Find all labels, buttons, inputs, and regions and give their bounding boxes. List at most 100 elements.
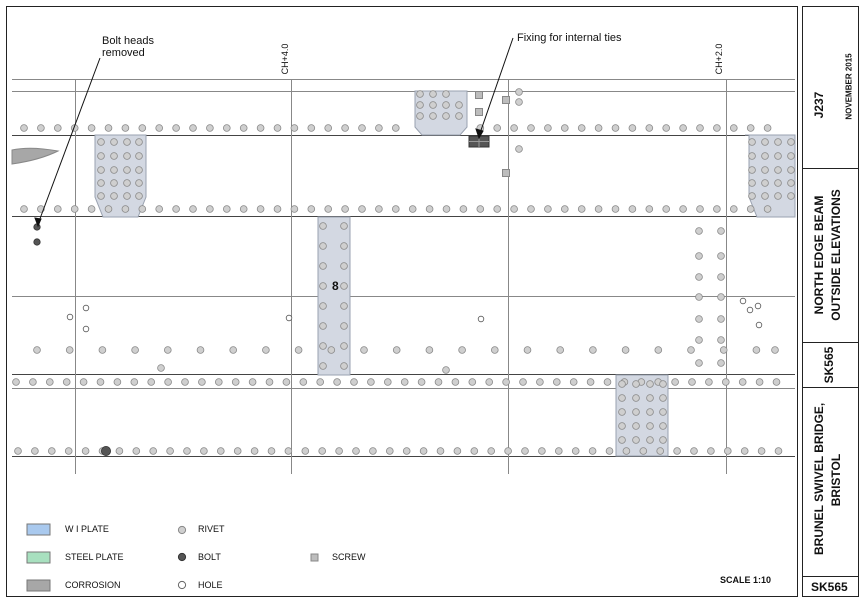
rivet [560,124,569,132]
legend-screw-symbol [310,553,319,562]
rivet [646,436,654,444]
rivet [671,378,679,386]
rivet [319,342,327,350]
rivet [490,346,499,354]
rivet [53,124,62,132]
rivet [110,192,118,200]
rivet [453,447,462,455]
rivet [662,124,670,132]
rivet [110,166,118,174]
rivet [771,346,779,354]
rivet [748,166,756,174]
rivet [110,179,118,187]
rivet [554,447,563,455]
rivet [425,205,434,213]
chainage-ch2: CH+2.0 [714,43,724,75]
rivet [632,394,640,402]
rivet [527,205,535,213]
legend-steel-plate-label: STEEL PLATE [65,552,124,562]
screw [475,91,483,99]
rivet [713,205,721,213]
legend-corrosion-swatch [26,579,51,592]
drawing-date: NOVEMBER 2015 [844,53,854,120]
rivet [527,124,535,132]
rivet [155,205,164,213]
rivet [135,192,143,200]
rivet [696,124,704,132]
rivet [53,205,62,213]
rivet [87,124,96,132]
rivet [493,205,502,213]
rivet [713,124,721,132]
rivet [70,205,79,213]
rivet [262,346,270,354]
rivet [335,447,343,455]
rivet [206,205,214,213]
rivet [761,192,769,200]
rivet [340,302,348,310]
rivet [350,378,358,386]
rivet [763,124,772,132]
rivet [416,101,424,109]
rivet [552,378,561,386]
rivet [294,346,303,354]
rivet [223,205,231,213]
rivet [416,112,424,120]
rivet [319,242,327,250]
rivet [37,124,45,132]
rivet [687,346,695,354]
rivet [434,378,443,386]
rivet [646,422,654,430]
rivet [774,447,783,455]
rivet [123,179,131,187]
rivet [131,346,139,354]
rivet [659,408,667,416]
rivet [729,124,738,132]
rivet [301,447,310,455]
rivet [402,447,411,455]
rivet [618,436,626,444]
rivet [425,346,434,354]
rivet [121,205,130,213]
rivet [723,447,732,455]
rivet [787,138,795,146]
rivet [81,447,90,455]
rivet [679,205,687,213]
rivet [157,364,165,372]
rivet [761,166,769,174]
rivet [695,273,703,281]
legend-wi-plate-swatch [26,523,51,536]
hole [755,321,763,329]
rivet [645,124,654,132]
rivet [504,447,512,455]
rivet [172,205,180,213]
rivet [104,124,113,132]
rivet [408,205,417,213]
rivet [679,124,687,132]
rivet [319,322,327,330]
rivet [419,447,428,455]
drawing-title-line2: OUTSIDE ELEVATIONS [829,189,843,321]
rivet [476,205,485,213]
rivet [639,447,648,455]
rivet [284,447,293,455]
rivet [470,447,479,455]
rivet [442,205,451,213]
rivet [738,378,747,386]
rivet [485,378,494,386]
rivet [166,447,174,455]
rivet [149,447,158,455]
rivet [618,422,626,430]
rivet [646,380,654,388]
rivet [164,346,172,354]
rivet [352,447,360,455]
rivet [164,378,172,386]
rivet [115,447,124,455]
rivet [468,378,477,386]
plate-number: 8 [332,279,339,293]
sheet-number: SK565 [822,346,836,384]
rivet [707,447,715,455]
drawing-title-line1: NORTH EDGE BEAM [812,195,826,315]
rivet [429,90,437,98]
rivet [748,152,756,160]
